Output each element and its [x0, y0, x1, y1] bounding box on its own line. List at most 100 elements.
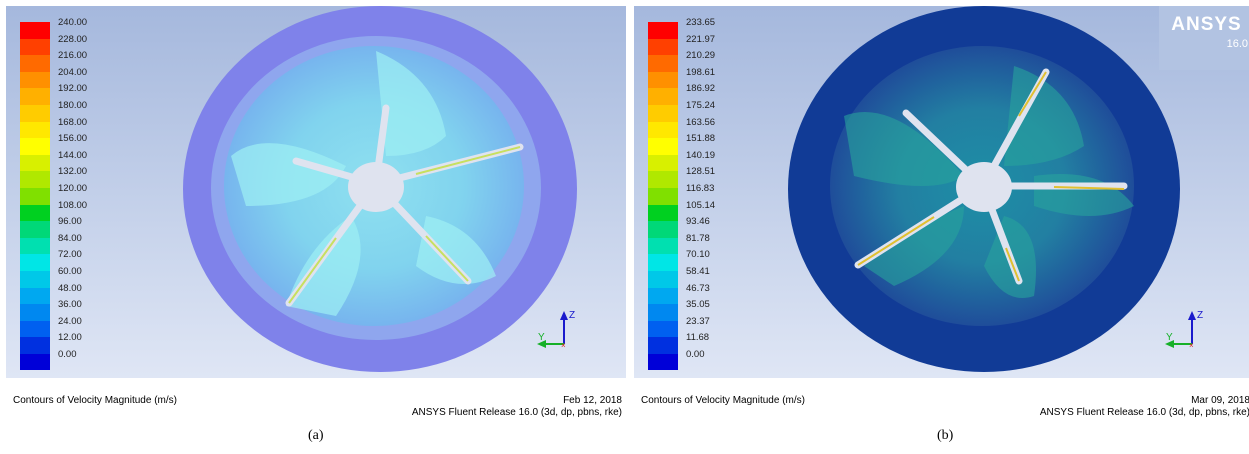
- legend-tick-label: 84.00: [58, 232, 82, 244]
- colormap-swatch: [648, 287, 678, 305]
- legend-tick-label: 151.88: [686, 133, 716, 145]
- legend-tick-label: 204.00: [58, 66, 88, 78]
- date-a: Feb 12, 2018: [563, 395, 622, 406]
- legend-tick-label: 48.00: [58, 282, 82, 294]
- legend-tick-label: 221.97: [686, 33, 716, 45]
- lobe-b1: [1004, 66, 1084, 166]
- legend-tick-label: 228.00: [58, 33, 88, 45]
- footer-a: Contours of Velocity Magnitude (m/s) Feb…: [6, 378, 626, 424]
- lobe-a3: [286, 216, 361, 316]
- legend-tick-label: 11.68: [686, 332, 710, 344]
- colormap-swatch: [20, 88, 50, 105]
- colormap-swatch: [20, 121, 50, 139]
- colormap-swatch: [20, 287, 50, 305]
- legend-tick-label: 24.00: [58, 315, 82, 327]
- colormap-swatch: [648, 304, 678, 321]
- colormap-swatch: [20, 71, 50, 89]
- velocity-contour-render-a: [183, 6, 577, 372]
- svg-text:×: ×: [1189, 341, 1194, 350]
- colormap-swatch: [20, 320, 50, 338]
- legend-tick-label: 93.46: [686, 216, 710, 228]
- colormap-swatch: [20, 221, 50, 238]
- footer-b: Contours of Velocity Magnitude (m/s) Mar…: [634, 378, 1249, 424]
- release-b: ANSYS Fluent Release 16.0 (3d, dp, pbns,…: [1039, 407, 1249, 418]
- lobe-b3: [864, 206, 964, 286]
- colormap-swatch: [20, 171, 50, 188]
- caption-a: (a): [308, 428, 324, 443]
- hub-b: [956, 162, 1012, 212]
- legend-tick-label: 156.00: [58, 133, 88, 145]
- legend-tick-label: 35.05: [686, 299, 710, 311]
- colormap-swatch: [648, 320, 678, 338]
- blade-edges-a: [288, 146, 521, 304]
- legend-tick-label: 186.92: [686, 83, 716, 95]
- colormap-swatch: [20, 204, 50, 222]
- colormap-swatch: [20, 138, 50, 155]
- legend-tick-label: 168.00: [58, 116, 88, 128]
- legend-tick-label: 198.61: [686, 66, 716, 78]
- legend-tick-label: 58.41: [686, 265, 710, 277]
- velocity-contour-render-b: [788, 6, 1180, 372]
- colormap-swatch: [20, 22, 50, 39]
- legend-tick-label: 233.65: [686, 17, 716, 28]
- legend-tick-label: 81.78: [686, 232, 710, 244]
- legend-tick-label: 12.00: [58, 332, 82, 344]
- colormap-swatch: [648, 104, 678, 122]
- legend-tick-label: 180.00: [58, 99, 88, 111]
- legend-tick-label: 144.00: [58, 149, 88, 161]
- colormap-swatch: [20, 254, 50, 271]
- colormap-swatch: [20, 337, 50, 354]
- legend-tick-label: 116.83: [686, 182, 715, 194]
- legend-tick-label: 108.00: [58, 199, 88, 211]
- svg-text:Z: Z: [1197, 310, 1203, 321]
- graphics-viewport-a[interactable]: 240.00 228.00 216.00 204.00 192.00 180.00 168.…: [6, 6, 626, 378]
- legend-labels-b: 233.65 221.97 210.29 198.61 186.92 175.24 163.…: [686, 16, 715, 364]
- svg-text:Z: Z: [569, 310, 575, 321]
- colormap-swatch: [648, 171, 678, 188]
- colormap-bar-b: [648, 22, 678, 371]
- legend-tick-label: 70.10: [686, 249, 710, 261]
- legend-tick-label: 163.56: [686, 116, 716, 128]
- date-b: Mar 09, 2018: [1191, 395, 1249, 406]
- colormap-swatch: [20, 187, 50, 205]
- colormap-swatch: [648, 55, 678, 72]
- colormap-swatch: [648, 204, 678, 222]
- blade-edges-b: [857, 71, 1125, 282]
- colormap-swatch: [20, 55, 50, 72]
- axis-triad-a: Z Y ×: [537, 310, 575, 350]
- colormap-swatch: [648, 154, 678, 172]
- colormap-swatch: [648, 270, 678, 288]
- lobe-a2: [231, 143, 346, 206]
- contour-title-a: Contours of Velocity Magnitude (m/s): [13, 395, 177, 406]
- colormap-swatch: [648, 353, 678, 371]
- colormap-swatch: [648, 187, 678, 205]
- legend-labels-a: 240.00 228.00 216.00 204.00 192.00 180.00 168.…: [58, 16, 87, 364]
- legend-tick-label: 96.00: [58, 216, 82, 228]
- colormap-swatch: [648, 88, 678, 105]
- legend-tick-label: 140.19: [686, 149, 716, 161]
- colormap-swatch: [20, 104, 50, 122]
- graphics-viewport-b[interactable]: 233.65 221.97 210.29 198.61 186.92 175.24 163.…: [634, 6, 1249, 378]
- colormap-swatch: [20, 304, 50, 321]
- axis-triad-b: Z Y ×: [1165, 310, 1203, 350]
- contour-title-b: Contours of Velocity Magnitude (m/s): [641, 395, 805, 406]
- colormap-swatch: [648, 221, 678, 238]
- release-a: ANSYS Fluent Release 16.0 (3d, dp, pbns,…: [411, 407, 622, 418]
- legend-tick-label: 120.00: [58, 182, 88, 194]
- lobe-a1: [376, 51, 446, 156]
- colormap-swatch: [648, 121, 678, 139]
- legend-tick-label: 60.00: [58, 265, 82, 277]
- legend-tick-label: 23.37: [686, 315, 710, 327]
- contour-panel-a: 240.00 228.00 216.00 204.00 192.00 180.00 168.…: [6, 6, 626, 424]
- colormap-swatch: [648, 71, 678, 89]
- colormap-swatch: [20, 154, 50, 172]
- caption-b: (b): [937, 428, 954, 443]
- legend-tick-label: 0.00: [686, 348, 705, 360]
- colormap-swatch: [20, 237, 50, 255]
- legend-tick-label: 105.14: [686, 199, 716, 211]
- legend-tick-label: 175.24: [686, 99, 716, 111]
- legend-tick-label: 72.00: [58, 249, 82, 261]
- colormap-swatch: [648, 237, 678, 255]
- legend-tick-label: 240.00: [58, 17, 88, 28]
- lobe-a4: [416, 216, 496, 284]
